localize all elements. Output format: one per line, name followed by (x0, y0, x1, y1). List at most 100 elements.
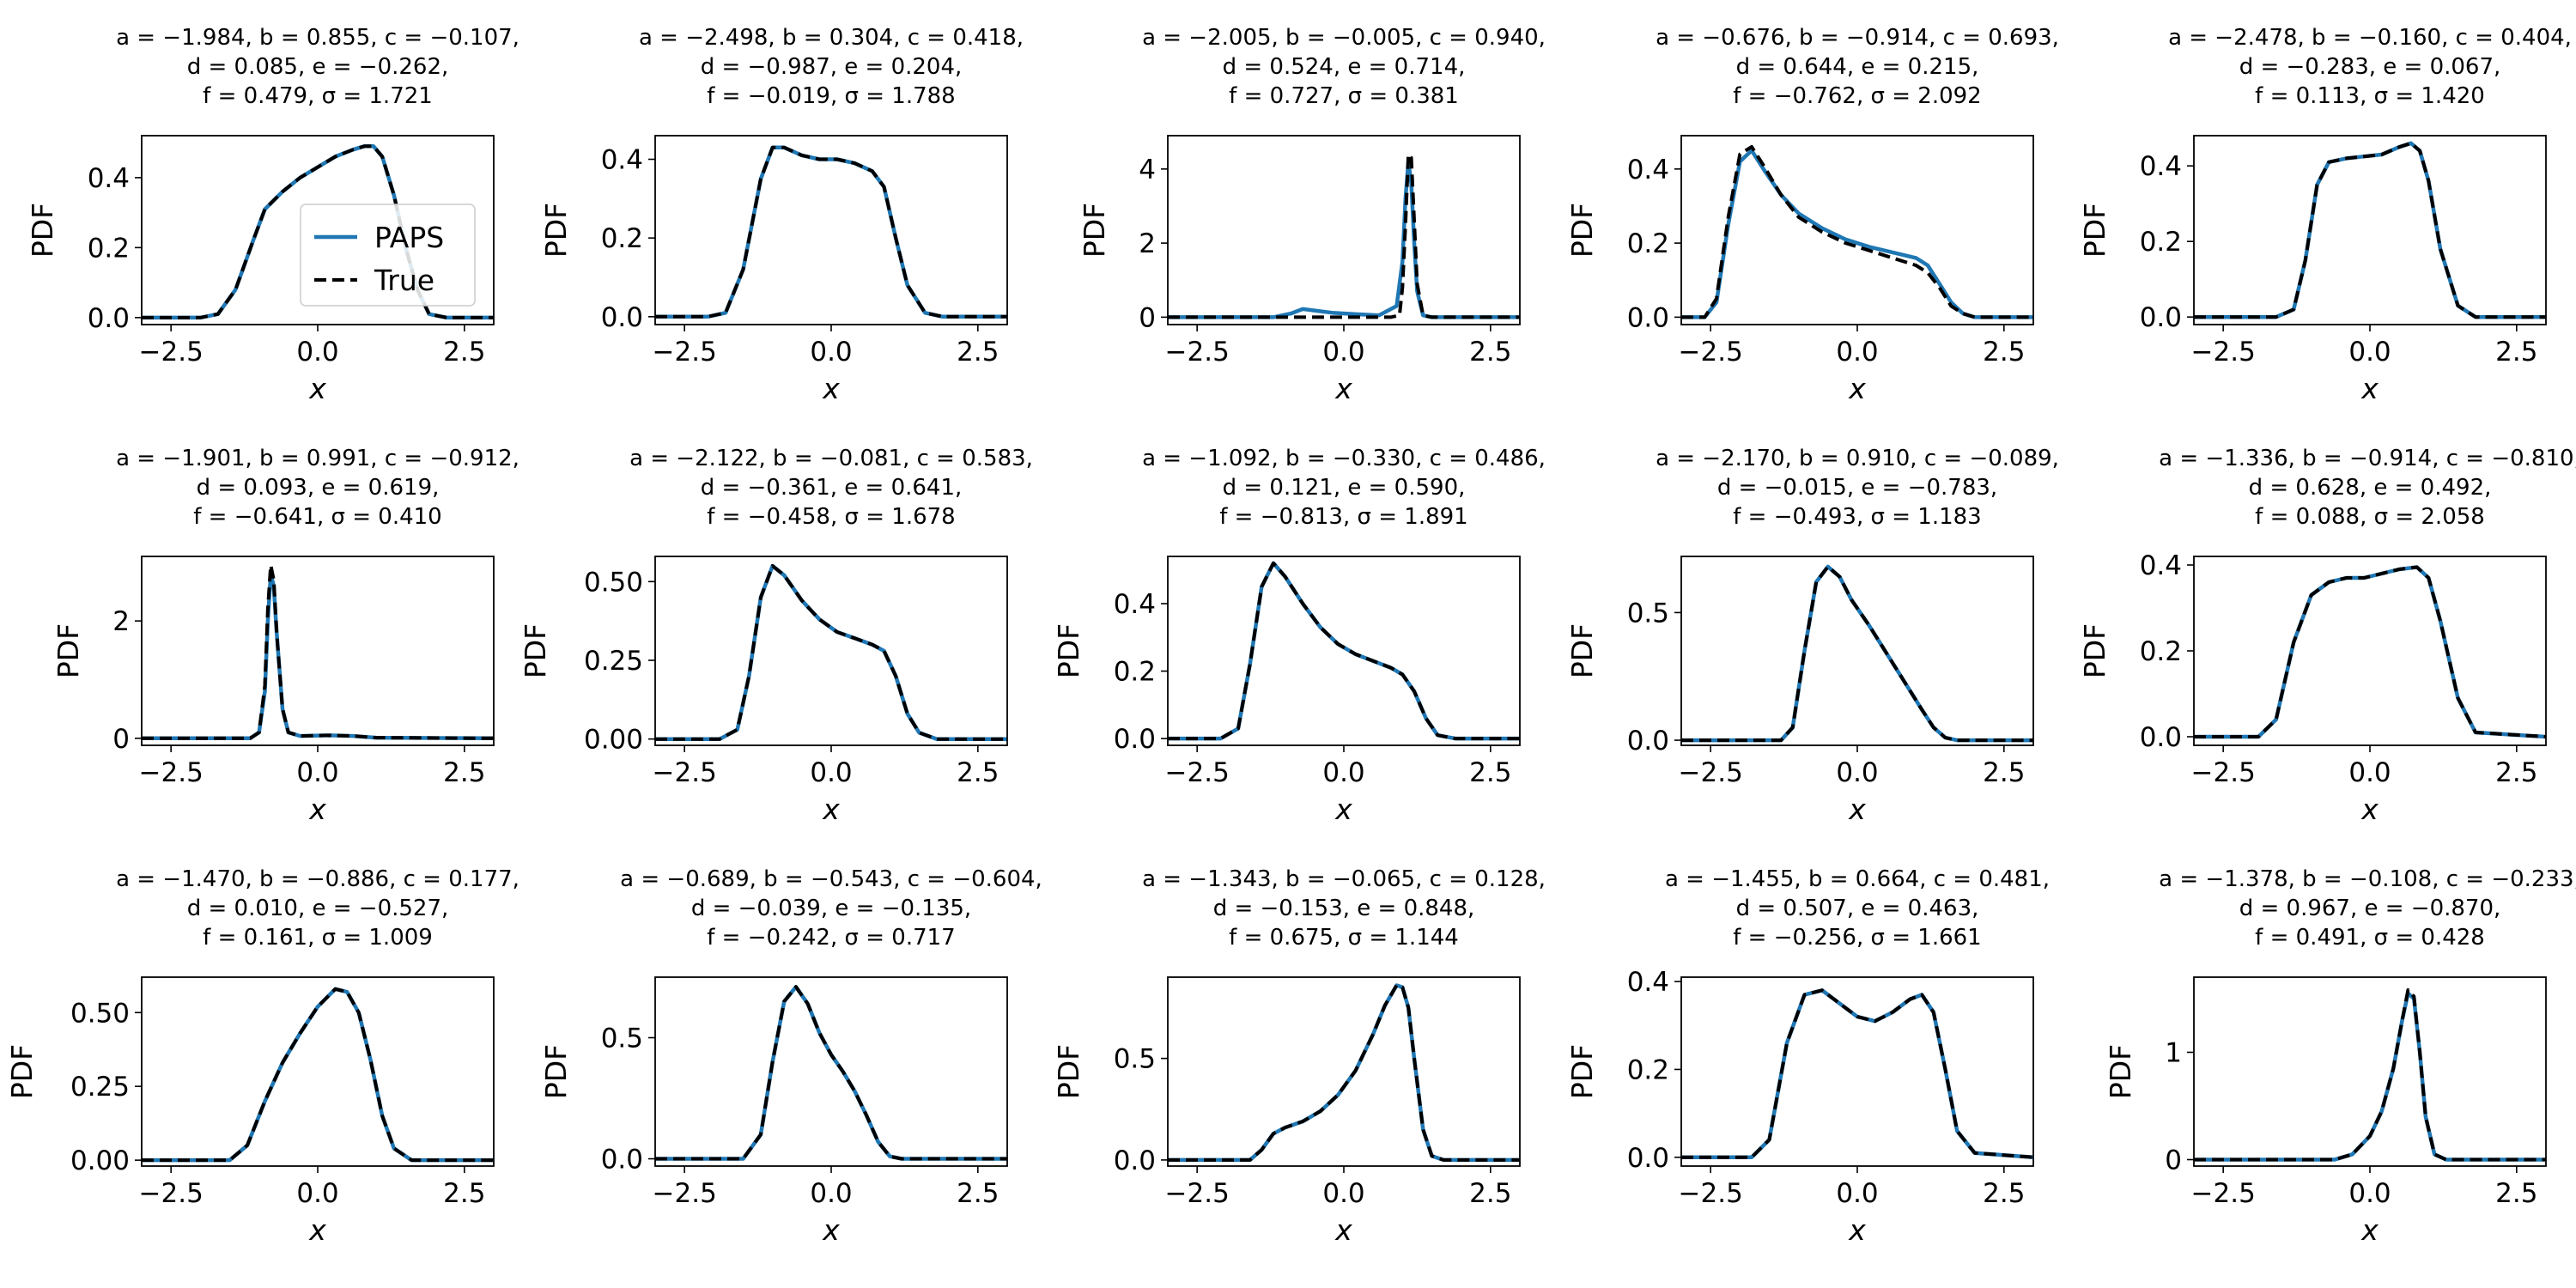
true-line (142, 563, 494, 740)
subplot-2: a = −2.498, b = 0.304, c = 0.418, d = −0.… (539, 25, 1024, 405)
plot-frame (654, 976, 1008, 1167)
x-tick-label: 2.5 (1469, 1178, 1511, 1209)
x-axis-label: x (1334, 1213, 1352, 1247)
x-axis-label: x (1334, 793, 1352, 826)
plot-frame (1167, 976, 1521, 1167)
plot-frame (1680, 976, 2034, 1167)
y-tick-label: 0.5 (1114, 1044, 1156, 1075)
subplot-title-line: f = 0.113, σ = 1.420 (2255, 83, 2485, 109)
plot-frame (2193, 556, 2547, 746)
subplot-1: a = −1.984, b = 0.855, c = −0.107, d = 0.… (26, 25, 519, 405)
x-axis-label: x (1848, 793, 1866, 826)
y-tick-label: 1 (2165, 1038, 2182, 1069)
x-axis-label: x (1848, 1213, 1866, 1247)
subplot-title-line: a = −1.901, b = 0.991, c = −0.912, (116, 446, 519, 471)
legend-paps-label: PAPS (374, 221, 444, 254)
y-axis-label: PDF (1565, 203, 1599, 258)
y-tick-label: 0.00 (584, 725, 643, 756)
subplot-14: a = −1.455, b = 0.664, c = 0.481, d = 0.5… (1565, 866, 2050, 1247)
x-tick-label: 0.0 (2348, 757, 2391, 788)
x-tick-label: 0.0 (296, 1178, 338, 1209)
x-tick-label: 0.0 (810, 1178, 852, 1209)
x-axis-label: x (308, 372, 326, 405)
true-line (1168, 152, 1520, 319)
subplot-title-line: a = −2.005, b = −0.005, c = 0.940, (1142, 25, 1546, 51)
y-tick-label: 0.2 (1627, 228, 1669, 259)
x-axis-label: x (2360, 1213, 2379, 1247)
y-tick-label: 0.2 (1114, 657, 1156, 688)
x-axis-label: x (2360, 372, 2379, 405)
x-tick-label: 2.5 (1983, 1178, 2025, 1209)
y-tick-label: 0.4 (1627, 967, 1669, 998)
y-tick-label: 0.4 (88, 163, 130, 194)
x-tick-label: 2.5 (1983, 337, 2025, 368)
x-tick-label: 2.5 (2495, 757, 2537, 788)
y-tick-label: 0 (2165, 1145, 2182, 1176)
plot-frame (2193, 135, 2547, 325)
x-axis-label: x (1334, 372, 1352, 405)
y-tick-label: 4 (1139, 155, 1156, 185)
subplot-3: a = −2.005, b = −0.005, c = 0.940, d = 0.… (1078, 25, 1546, 405)
true-line (142, 144, 494, 319)
subplot-title-line: a = −2.122, b = −0.081, c = 0.583, (629, 446, 1033, 471)
y-axis-label: PDF (5, 1044, 39, 1099)
subplot-10: a = −1.336, b = −0.914, c = −0.810, d = 0… (2078, 446, 2576, 826)
subplot-title-line: d = −0.039, e = −0.135, (691, 896, 971, 921)
subplot-title-line: a = −1.343, b = −0.065, c = 0.128, (1142, 866, 1546, 892)
paps-line (142, 572, 494, 741)
x-tick-label: 0.0 (810, 757, 852, 788)
subplot-title-line: a = −1.336, b = −0.914, c = −0.810, (2159, 446, 2576, 471)
x-tick-label: 2.5 (957, 1178, 999, 1209)
x-tick-label: −2.5 (653, 337, 717, 368)
paps-line (1168, 159, 1520, 319)
x-tick-label: 0.0 (296, 337, 338, 368)
true-line (1681, 988, 2033, 1159)
subplot-title-line: f = −0.256, σ = 1.661 (1733, 925, 1981, 951)
x-tick-label: −2.5 (139, 757, 204, 788)
y-axis-label: PDF (1565, 623, 1599, 678)
paps-line (655, 985, 1007, 1161)
plot-frame (141, 976, 495, 1167)
true-line (1168, 983, 1520, 1162)
subplot-title-line: f = 0.727, σ = 0.381 (1229, 83, 1459, 109)
x-axis-label: x (822, 372, 840, 405)
x-tick-label: −2.5 (139, 1178, 204, 1209)
x-tick-label: 0.0 (296, 757, 338, 788)
y-tick-label: 0.5 (1627, 598, 1669, 629)
plot-frame (654, 135, 1008, 325)
paps-line (2194, 141, 2546, 319)
y-axis-label: PDF (2078, 203, 2111, 258)
subplot-11: a = −1.470, b = −0.886, c = 0.177, d = 0.… (5, 866, 519, 1247)
subplot-title-line: f = 0.088, σ = 2.058 (2255, 504, 2485, 530)
y-tick-label: 0.0 (1114, 724, 1156, 755)
paps-line (142, 987, 494, 1163)
subplot-title-line: d = −0.015, e = −0.783, (1717, 475, 1997, 501)
y-tick-label: 0 (112, 724, 130, 755)
subplot-title-line: f = 0.161, σ = 1.009 (203, 925, 433, 951)
x-axis-label: x (308, 1213, 326, 1247)
x-tick-label: 0.0 (1322, 337, 1364, 368)
subplot-13: a = −1.343, b = −0.065, c = 0.128, d = −0… (1052, 866, 1546, 1247)
y-axis-label: PDF (26, 203, 59, 258)
plot-frame (1680, 556, 2034, 746)
y-tick-label: 0.0 (601, 1145, 643, 1176)
subplot-title-line: f = −0.242, σ = 0.717 (707, 925, 955, 951)
x-tick-label: 0.0 (1836, 1178, 1878, 1209)
subplot-6: a = −1.901, b = 0.991, c = −0.912, d = 0.… (52, 446, 519, 826)
true-line (2194, 988, 2546, 1162)
paps-line (1681, 988, 2033, 1160)
subplot-title-line: d = 0.644, e = 0.215, (1736, 54, 1979, 80)
plot-frame (141, 135, 495, 325)
x-tick-label: −2.5 (139, 337, 204, 368)
y-tick-label: 0.2 (88, 233, 130, 264)
y-tick-label: 0.0 (1627, 726, 1669, 756)
subplot-title-line: d = −0.283, e = 0.067, (2239, 54, 2501, 80)
y-tick-label: 2 (112, 606, 130, 637)
true-line (655, 145, 1007, 319)
y-tick-label: 0.2 (2140, 636, 2182, 667)
x-axis-label: x (2360, 793, 2379, 826)
x-tick-label: 2.5 (443, 1178, 485, 1209)
y-axis-label: PDF (539, 1044, 573, 1099)
x-tick-label: 2.5 (1983, 757, 2025, 788)
y-tick-label: 0.0 (88, 303, 130, 334)
